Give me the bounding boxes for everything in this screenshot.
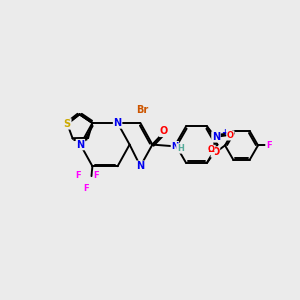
Text: N: N bbox=[171, 142, 178, 151]
Text: N: N bbox=[212, 132, 220, 142]
Text: O: O bbox=[160, 126, 168, 136]
Text: N: N bbox=[113, 118, 122, 128]
Text: N: N bbox=[136, 161, 145, 171]
Text: F: F bbox=[266, 141, 272, 150]
Text: −: − bbox=[207, 147, 214, 156]
Text: O: O bbox=[227, 131, 234, 140]
Text: Br: Br bbox=[136, 105, 148, 116]
Text: H: H bbox=[177, 144, 184, 153]
Text: +: + bbox=[221, 128, 227, 136]
Text: F: F bbox=[84, 184, 89, 193]
Text: N: N bbox=[76, 140, 85, 150]
Text: S: S bbox=[64, 119, 71, 129]
Text: F: F bbox=[76, 171, 81, 180]
Text: O: O bbox=[207, 145, 214, 154]
Text: F: F bbox=[94, 171, 99, 180]
Text: O: O bbox=[211, 147, 220, 157]
